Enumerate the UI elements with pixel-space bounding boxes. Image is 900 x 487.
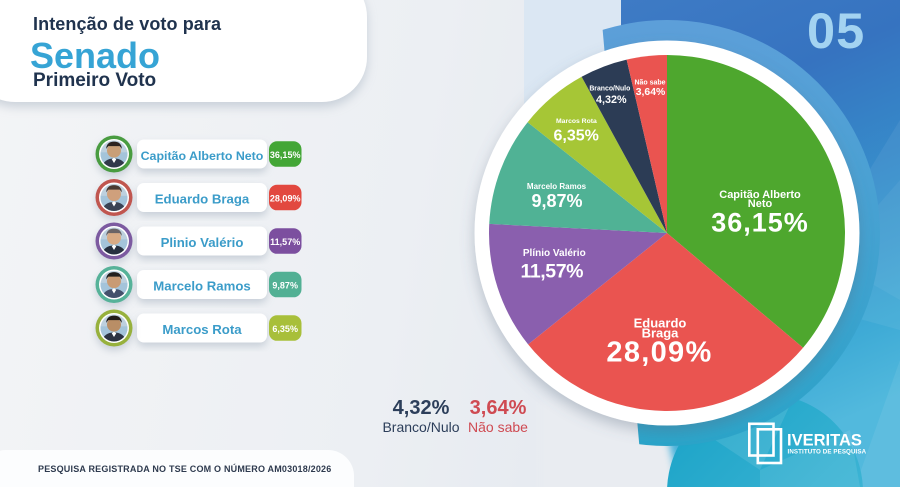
svg-text:4,32%: 4,32% xyxy=(596,94,627,106)
svg-text:3,64%: 3,64% xyxy=(636,87,665,98)
svg-text:INSTITUTO DE PESQUISA: INSTITUTO DE PESQUISA xyxy=(788,448,867,455)
svg-text:Marcelo Ramos: Marcelo Ramos xyxy=(153,279,250,294)
svg-text:28,09%: 28,09% xyxy=(270,194,301,204)
svg-text:11,57%: 11,57% xyxy=(520,261,583,283)
svg-text:IVERITAS: IVERITAS xyxy=(787,431,862,449)
svg-text:Eduardo Braga: Eduardo Braga xyxy=(155,192,250,207)
svg-text:Marcelo Ramos: Marcelo Ramos xyxy=(527,182,587,191)
svg-text:Plinio Valério: Plinio Valério xyxy=(161,235,244,250)
svg-text:Marcos Rota: Marcos Rota xyxy=(162,322,242,337)
svg-text:36,15%: 36,15% xyxy=(270,150,301,160)
svg-text:36,15%: 36,15% xyxy=(711,208,809,238)
svg-text:Capitão Alberto: Capitão Alberto xyxy=(719,189,801,201)
svg-text:Neto: Neto xyxy=(748,198,773,210)
svg-text:Plínio Valério: Plínio Valério xyxy=(523,248,586,259)
svg-text:Branco/Nulo: Branco/Nulo xyxy=(589,86,630,93)
svg-text:6,35%: 6,35% xyxy=(554,128,599,145)
svg-text:9,87%: 9,87% xyxy=(531,191,582,211)
svg-text:Eduardo: Eduardo xyxy=(634,316,687,331)
svg-text:Não sabe: Não sabe xyxy=(634,79,665,86)
svg-text:28,09%: 28,09% xyxy=(606,337,712,369)
svg-text:Marcos Rota: Marcos Rota xyxy=(556,118,597,125)
svg-text:9,87%: 9,87% xyxy=(272,281,298,291)
svg-text:Capitão Alberto Neto: Capitão Alberto Neto xyxy=(141,149,264,163)
svg-text:11,57%: 11,57% xyxy=(270,237,300,247)
svg-text:Braga: Braga xyxy=(642,326,680,341)
svg-text:6,35%: 6,35% xyxy=(272,324,298,334)
